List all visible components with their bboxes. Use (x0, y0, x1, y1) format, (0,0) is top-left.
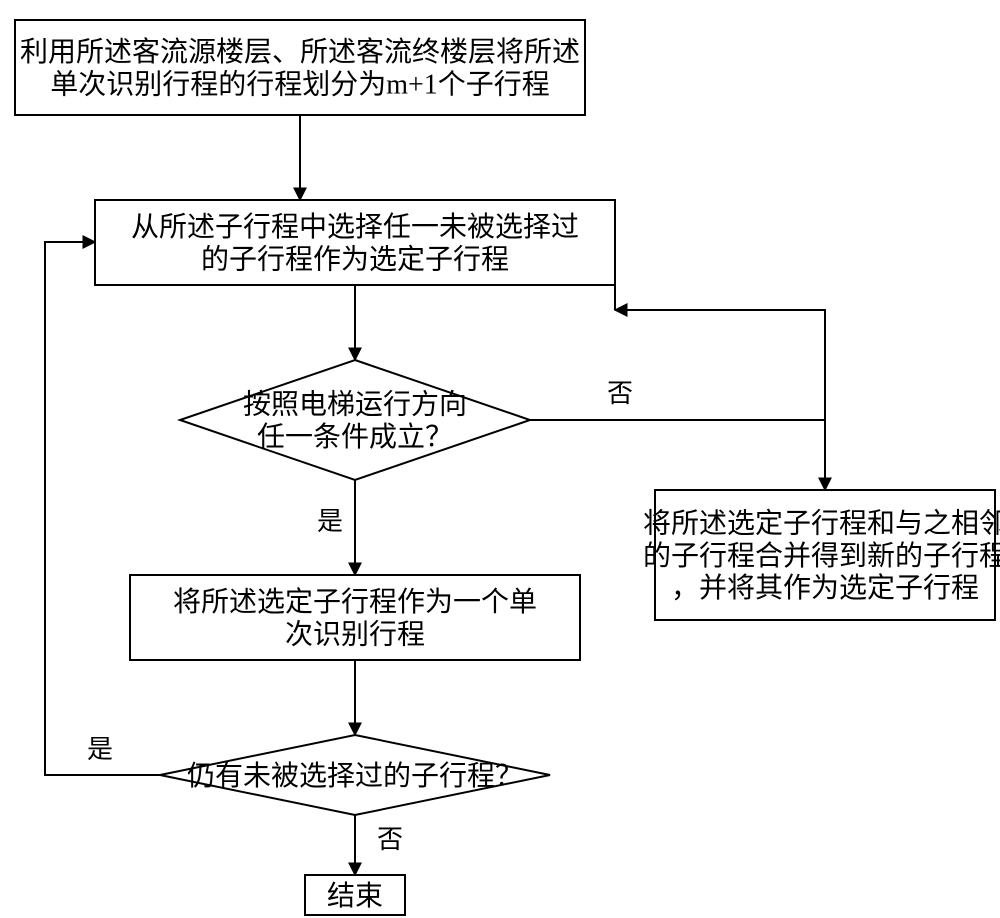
flow-edge (530, 420, 825, 490)
flow-edge (615, 310, 825, 490)
edge-label: 是 (87, 735, 113, 764)
flowchart-canvas: 是否是否利用所述客流源楼层、所述客流终楼层将所述单次识别行程的行程划分为m+1个… (0, 0, 1000, 918)
node-text: 将所述选定子行程和与之相邻的子行程合并得到新的子行程，并将其作为选定子行程 (643, 508, 1000, 604)
edge-label: 否 (377, 825, 403, 854)
edge-label: 否 (607, 379, 633, 408)
node-text: 结束 (327, 880, 383, 912)
node-text: 仍有未被选择过的子行程？ (187, 760, 523, 792)
flow-edge (45, 242, 160, 775)
edge-label: 是 (317, 507, 343, 536)
